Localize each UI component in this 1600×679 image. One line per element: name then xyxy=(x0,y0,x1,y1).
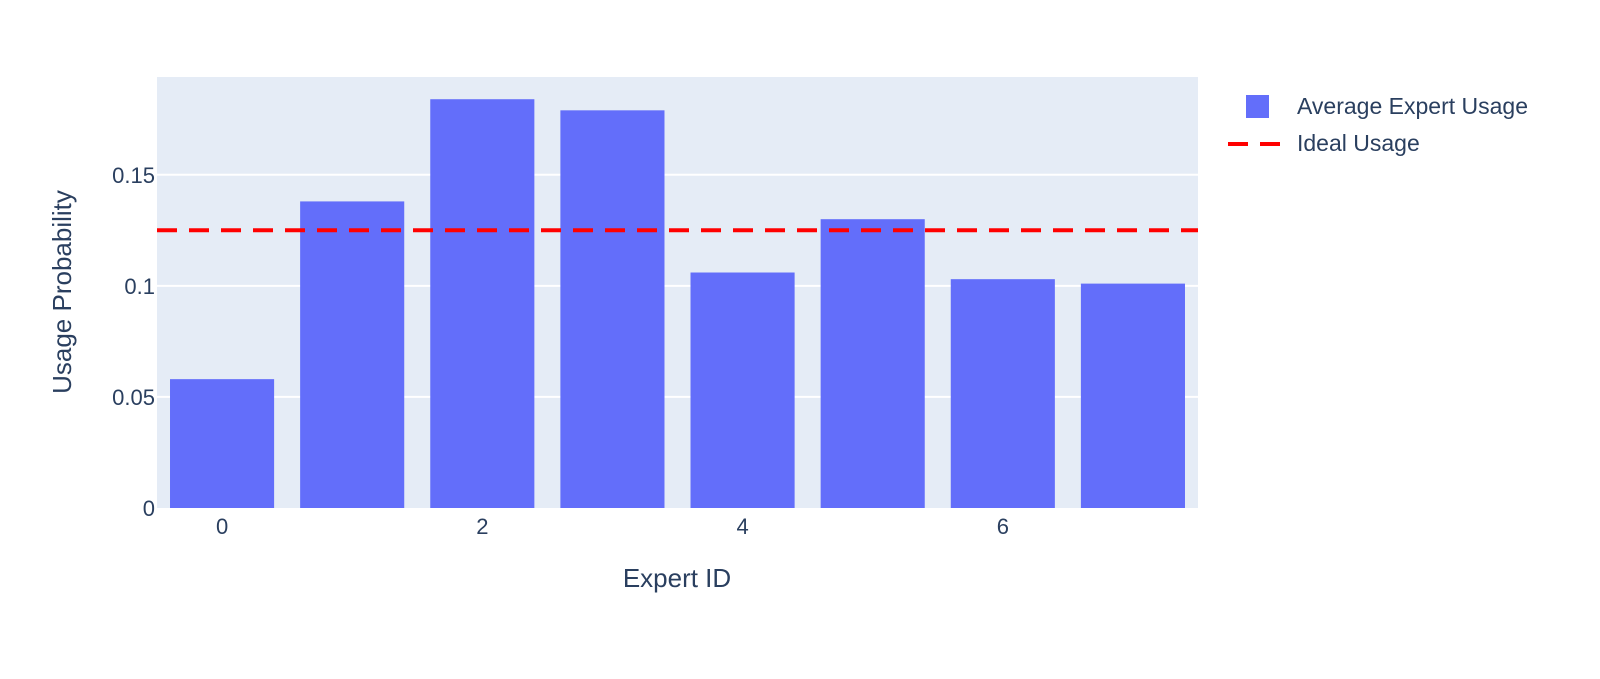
y-axis-ticks: 0 0.05 0.1 0.15 xyxy=(112,163,155,521)
bar-expert-0 xyxy=(170,379,275,508)
bar-expert-4 xyxy=(690,272,795,508)
y-tick-label: 0 xyxy=(143,496,155,521)
bar-expert-5 xyxy=(820,219,925,509)
x-axis-title: Expert ID xyxy=(623,563,731,593)
y-axis-title: Usage Probability xyxy=(47,190,77,394)
bar-expert-6 xyxy=(950,279,1055,508)
legend-swatch-average-expert-usage xyxy=(1246,95,1269,118)
x-tick-label: 6 xyxy=(997,514,1009,539)
y-tick-label: 0.1 xyxy=(124,274,155,299)
bar-expert-1 xyxy=(300,201,405,509)
x-tick-label: 4 xyxy=(736,514,748,539)
bar-expert-2 xyxy=(430,99,535,508)
y-tick-label: 0.15 xyxy=(112,163,155,188)
legend-label-ideal-usage: Ideal Usage xyxy=(1297,130,1420,156)
y-tick-label: 0.05 xyxy=(112,385,155,410)
bars xyxy=(170,99,1185,509)
x-tick-label: 2 xyxy=(476,514,488,539)
bar-expert-7 xyxy=(1080,283,1185,508)
x-axis-ticks: 0 2 4 6 xyxy=(216,514,1009,539)
bar-expert-3 xyxy=(560,110,665,509)
legend: Average Expert Usage Ideal Usage xyxy=(1228,93,1528,156)
x-tick-label: 0 xyxy=(216,514,228,539)
legend-label-average-expert-usage: Average Expert Usage xyxy=(1297,93,1528,119)
